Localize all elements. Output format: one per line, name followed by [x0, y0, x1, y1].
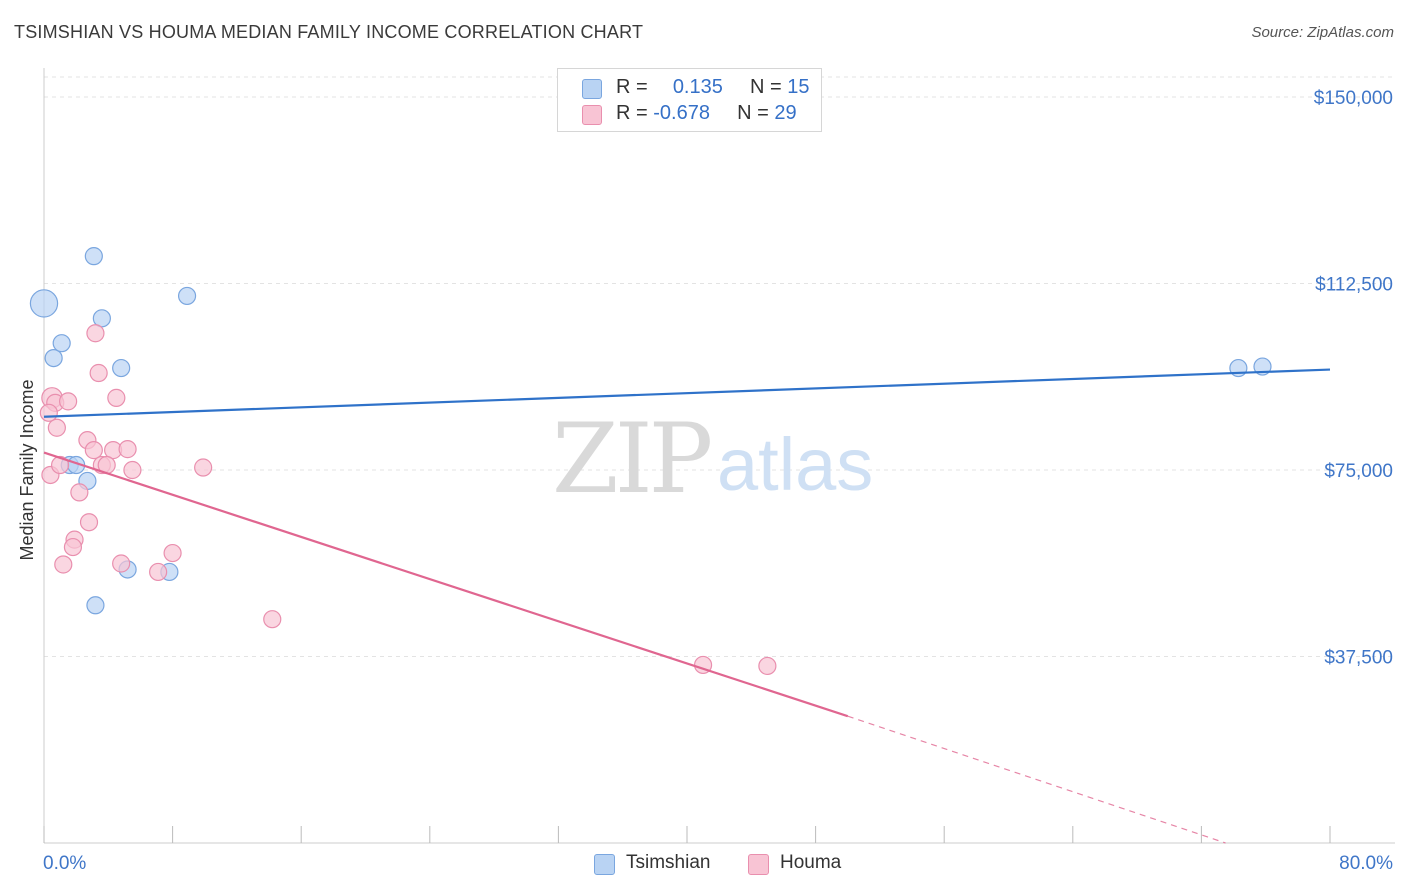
tsimshian-legend-label: Tsimshian	[626, 852, 711, 873]
houma-point	[263, 610, 282, 629]
houma-point	[163, 543, 182, 563]
houma-swatch	[582, 105, 602, 125]
houma-point	[59, 392, 78, 411]
tsimshian-point	[44, 349, 63, 368]
legend-n-value: 29	[774, 102, 797, 124]
watermark-zip: ZIP	[552, 403, 711, 515]
legend-r-label: R =	[616, 76, 648, 98]
y-tick-label: $75,000	[1324, 461, 1393, 482]
watermark-atlas: atlas	[717, 423, 873, 506]
source-label: Source: ZipAtlas.com	[1251, 24, 1394, 41]
legend-r-value: 0.135	[672, 76, 723, 98]
tsimshian-trend-line	[43, 368, 1331, 418]
y-tick-label: $112,500	[1315, 275, 1393, 296]
tsimshian-point	[86, 596, 105, 615]
tsimshian-point	[112, 358, 131, 378]
houma-legend-swatch	[748, 854, 769, 875]
tsimshian-legend-swatch	[594, 854, 615, 875]
houma-trend-extension	[847, 715, 1226, 844]
houma-point	[54, 555, 73, 574]
x-tick-label-min: 0.0%	[43, 853, 86, 874]
houma-point	[758, 656, 777, 676]
tsimshian-point	[84, 247, 103, 266]
tsimshian-point	[52, 334, 71, 353]
houma-point	[123, 460, 142, 480]
legend-n-label: N =	[750, 76, 782, 98]
houma-point	[107, 388, 126, 407]
houma-point	[194, 458, 213, 477]
y-axis-label: Median Family Income	[17, 379, 37, 560]
tsimshian-point	[29, 289, 59, 318]
tsimshian-swatch	[582, 79, 602, 99]
stats-legend: R = 0.135 N = 15 R = -0.678 N = 29	[557, 68, 822, 132]
chart-title: TSIMSHIAN VS HOUMA MEDIAN FAMILY INCOME …	[14, 22, 644, 42]
houma-point	[89, 363, 108, 383]
houma-point	[39, 403, 58, 422]
legend-n-value: 15	[787, 76, 810, 98]
houma-point	[79, 513, 99, 532]
houma-point	[112, 554, 131, 573]
houma-point	[47, 418, 66, 437]
houma-point	[70, 483, 89, 502]
y-tick-label: $37,500	[1324, 648, 1393, 669]
legend-r-value: -0.678	[653, 102, 710, 124]
houma-trend-line	[43, 451, 849, 718]
houma-point	[63, 537, 83, 557]
houma-point	[149, 562, 168, 582]
houma-point	[86, 324, 105, 343]
tsimshian-point	[177, 286, 197, 306]
houma-point	[50, 455, 70, 475]
y-tick-label: $150,000	[1314, 88, 1393, 109]
houma-point	[118, 440, 137, 459]
legend-n-label: N =	[737, 102, 769, 124]
x-tick-label-max: 80.0%	[1339, 853, 1393, 874]
houma-point	[84, 441, 103, 460]
houma-legend-label: Houma	[780, 852, 842, 873]
legend-r-label: R =	[616, 102, 648, 124]
